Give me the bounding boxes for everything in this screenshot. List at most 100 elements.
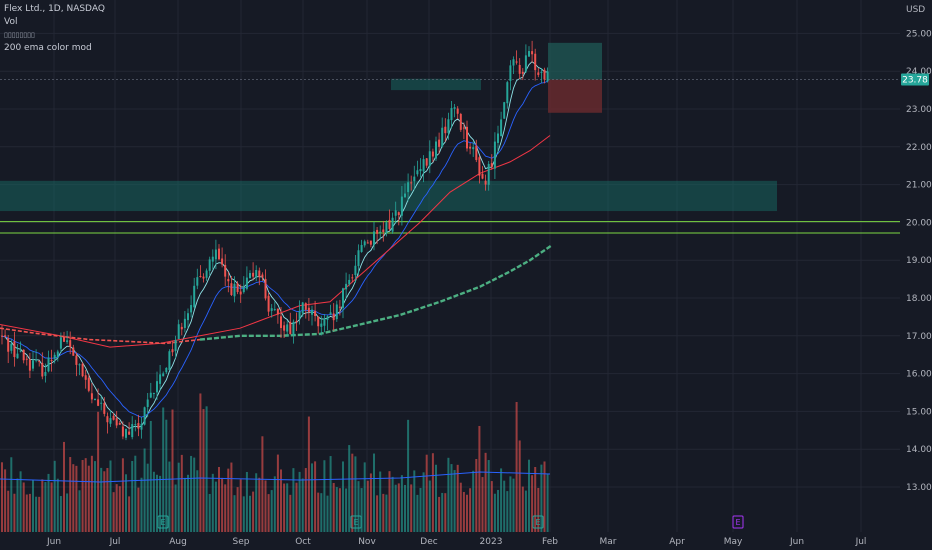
volume-bar xyxy=(453,470,456,532)
volume-bar xyxy=(16,478,19,532)
chart-legend: Flex Ltd., 1D, NASDAQ Vol ▯▯▯▯▯▯▯▯ 200 e… xyxy=(4,3,105,55)
volume-bar xyxy=(447,457,450,532)
candle-body xyxy=(329,312,332,315)
volume-bar xyxy=(338,488,341,532)
candle-body xyxy=(342,288,344,308)
candle-body xyxy=(128,431,131,435)
volume-ma-line xyxy=(0,471,551,483)
candle-body xyxy=(307,307,310,312)
candle-body xyxy=(438,139,441,147)
indicator-label[interactable]: 200 ema color mod xyxy=(4,43,92,53)
candle-body xyxy=(16,353,19,359)
volume-bar xyxy=(152,471,155,532)
volume-bar xyxy=(187,474,189,532)
volume-bar xyxy=(444,493,447,532)
volume-bar xyxy=(214,481,217,532)
candle-body xyxy=(314,310,317,317)
candle-body xyxy=(180,326,183,330)
candle-body xyxy=(146,399,149,407)
volume-bar xyxy=(531,475,534,532)
volume-bars xyxy=(0,393,551,532)
candle-body xyxy=(196,277,199,286)
candle-body xyxy=(289,321,292,335)
candle-body xyxy=(202,276,205,279)
volume-bar xyxy=(441,492,444,532)
earnings-marker xyxy=(732,515,744,529)
candle-body xyxy=(528,51,530,57)
price-tick: 21.00 xyxy=(906,181,932,191)
volume-bar xyxy=(168,461,171,532)
volume-bar xyxy=(369,473,372,532)
time-axis[interactable]: Jun Jul Aug Sep Oct Nov Dec 2023 Feb Mar Apr May Jun… xyxy=(46,537,866,547)
volume-bar xyxy=(345,488,348,532)
candle-body xyxy=(466,126,468,149)
volume-bar xyxy=(252,491,255,532)
candle-body xyxy=(540,71,543,73)
volume-bar xyxy=(193,457,196,532)
candle-body xyxy=(177,324,180,340)
price-tick: 22.00 xyxy=(906,143,932,153)
volume-bar xyxy=(509,476,512,532)
volume-bar xyxy=(245,471,248,532)
volume-bar xyxy=(419,487,422,532)
ema-mid-line xyxy=(2,80,548,418)
zones xyxy=(0,42,900,234)
volume-bar xyxy=(106,467,109,532)
support-zone xyxy=(0,180,777,212)
candle-body xyxy=(459,113,462,130)
candle-body xyxy=(304,303,307,310)
candle-body xyxy=(134,424,137,426)
candle-body xyxy=(66,340,69,343)
volume-bar xyxy=(481,477,484,532)
price-tick: 24.00 xyxy=(906,67,932,77)
candle-body xyxy=(35,359,38,361)
price-axis[interactable]: 13.00 14.00 15.00 16.00 17.00 18.00 19.00 20.00… xyxy=(906,0,932,493)
candle-body xyxy=(373,231,375,246)
volume-bar xyxy=(301,478,304,532)
candle-body xyxy=(125,428,127,438)
volume-bar xyxy=(407,419,410,532)
volume-label[interactable]: Vol xyxy=(4,17,18,27)
volume-bar xyxy=(10,457,13,532)
volume-bar xyxy=(521,486,524,532)
volume-bar xyxy=(28,493,31,532)
candle-body xyxy=(183,318,186,328)
earnings-marker xyxy=(350,515,362,529)
volume-bar xyxy=(258,477,261,532)
volume-bar xyxy=(249,495,251,532)
candle-body xyxy=(149,392,152,398)
volume-bar xyxy=(422,472,425,532)
time-tick: Apr xyxy=(669,537,685,547)
volume-bar xyxy=(404,484,406,532)
candle-body xyxy=(25,358,28,360)
volume-bar xyxy=(289,494,292,532)
indicator-box[interactable]: ▯▯▯▯▯▯▯▯ xyxy=(4,31,35,39)
candle-body xyxy=(369,240,372,245)
volume-bar xyxy=(103,471,106,532)
volume-bar xyxy=(546,474,549,532)
candle-body xyxy=(59,337,62,349)
candle-body xyxy=(152,393,155,395)
candle-body xyxy=(335,304,338,320)
candle-body xyxy=(283,325,286,331)
price-tick: 13.00 xyxy=(906,483,932,493)
volume-bar xyxy=(431,453,434,532)
volume-bar xyxy=(487,460,490,532)
volume-bar xyxy=(469,488,472,532)
symbol-title[interactable]: Flex Ltd., 1D, NASDAQ xyxy=(4,4,105,14)
volume-bar xyxy=(373,453,375,532)
volume-bar xyxy=(128,496,131,532)
candle-body xyxy=(490,163,493,168)
candle-body xyxy=(100,402,103,404)
volume-bar xyxy=(134,455,137,532)
volume-bar xyxy=(183,477,186,532)
volume-bar xyxy=(90,455,93,532)
volume-bar xyxy=(515,402,518,532)
volume-bar xyxy=(230,462,233,532)
candle-body xyxy=(193,285,196,308)
candle-body xyxy=(81,363,84,377)
candle-body xyxy=(242,286,245,293)
